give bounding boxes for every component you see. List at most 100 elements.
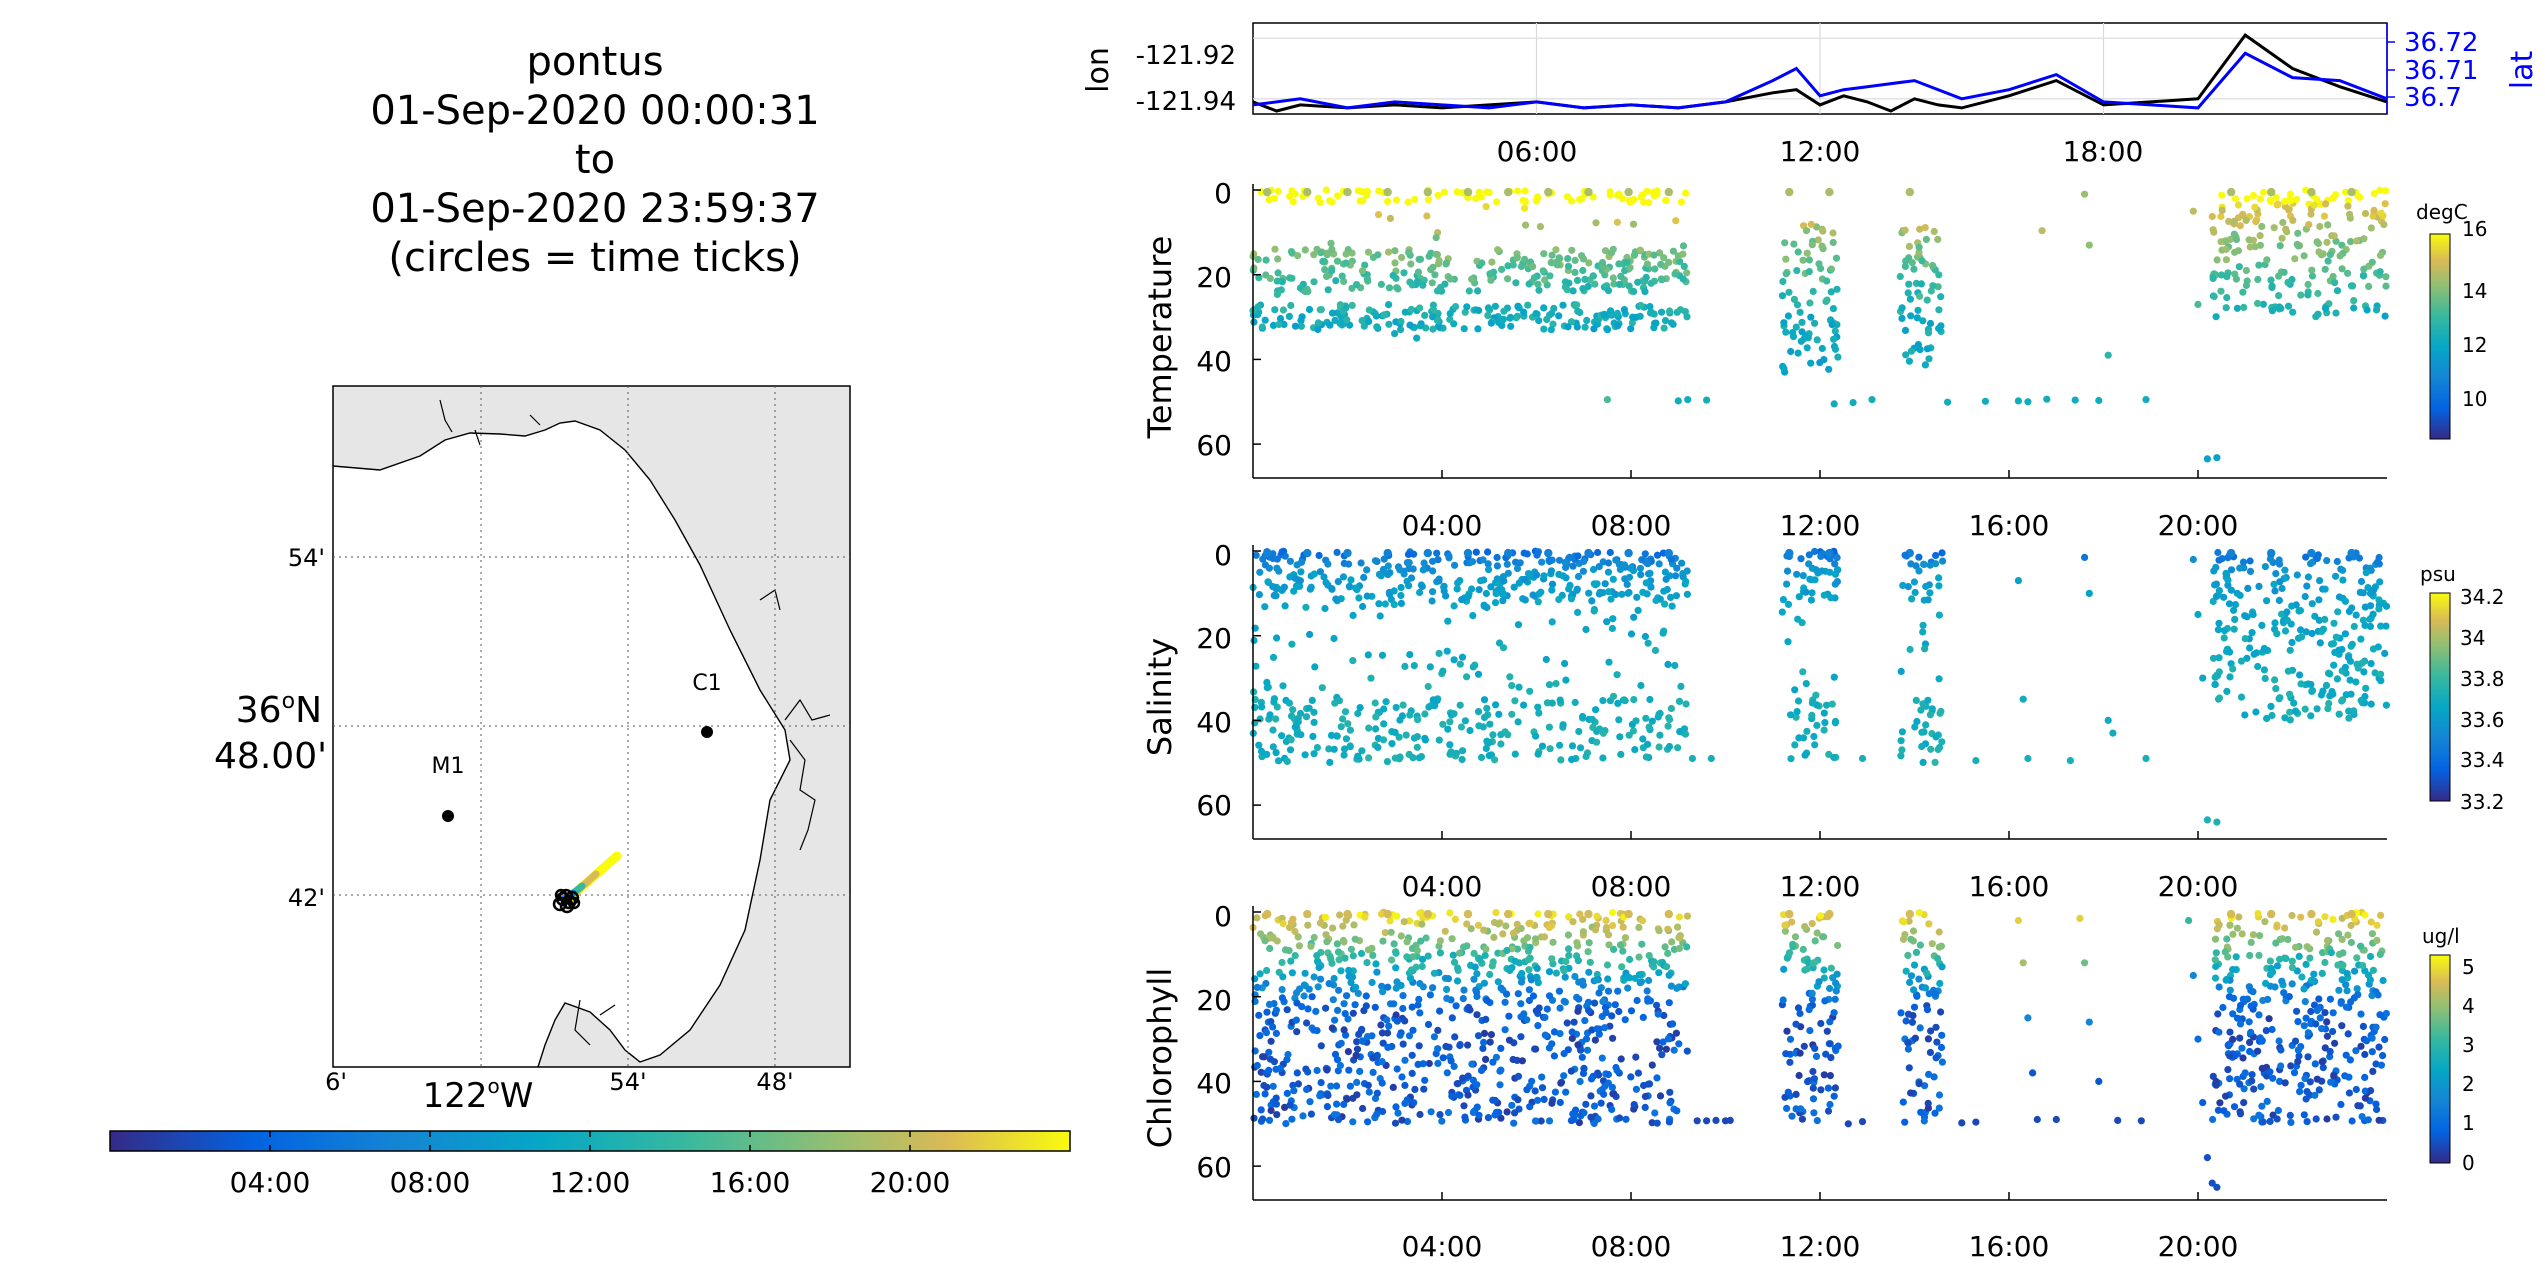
surface-point bbox=[1504, 909, 1513, 919]
title-end-time: 01-Sep-2020 23:59:37 bbox=[370, 186, 820, 232]
data-point bbox=[1571, 972, 1579, 981]
data-point bbox=[2363, 306, 2371, 314]
chlorophyll-points bbox=[1249, 908, 2390, 1191]
data-point bbox=[2220, 1107, 2228, 1115]
position-x-tick-0: 06:00 bbox=[1497, 135, 1578, 168]
data-point bbox=[2302, 553, 2310, 561]
data-point bbox=[1289, 706, 1297, 714]
data-point bbox=[1401, 1081, 1409, 1089]
surface-point bbox=[1584, 548, 1593, 558]
data-point bbox=[1517, 262, 1525, 271]
data-point bbox=[2311, 1091, 2319, 1099]
data-point bbox=[2213, 672, 2222, 680]
data-point bbox=[1530, 274, 1539, 282]
data-point bbox=[2242, 281, 2250, 290]
data-point bbox=[1915, 243, 1923, 251]
data-point bbox=[2250, 1115, 2258, 1123]
data-point bbox=[2307, 976, 2316, 984]
data-point bbox=[1568, 755, 1576, 764]
data-point bbox=[1571, 268, 1579, 276]
data-point bbox=[1552, 258, 1560, 266]
data-point bbox=[1419, 566, 1427, 574]
data-point bbox=[1378, 651, 1387, 659]
data-point bbox=[1299, 1112, 1307, 1120]
data-point bbox=[1461, 717, 1469, 725]
data-point bbox=[1786, 1058, 1794, 1066]
data-point bbox=[1336, 911, 1344, 919]
data-point bbox=[2364, 1116, 2372, 1124]
data-point bbox=[1469, 1108, 1477, 1116]
data-point bbox=[1565, 945, 1573, 953]
data-point bbox=[1617, 272, 1625, 280]
data-point bbox=[1358, 317, 1366, 325]
data-point bbox=[2324, 257, 2332, 265]
data-point bbox=[1787, 755, 1795, 763]
salinity-ytick-3: 60 bbox=[1196, 789, 1232, 822]
data-point bbox=[2258, 1102, 2266, 1110]
data-point bbox=[1787, 711, 1795, 719]
data-point bbox=[1520, 701, 1528, 709]
data-point bbox=[1592, 976, 1600, 984]
chlorophyll-cbar-tick-1: 1 bbox=[2462, 1111, 2475, 1135]
data-point bbox=[1636, 312, 1644, 320]
data-point bbox=[1449, 951, 1457, 959]
surface-point bbox=[1584, 187, 1593, 197]
data-point bbox=[1642, 273, 1650, 281]
data-point bbox=[1797, 337, 1805, 345]
data-point bbox=[1255, 591, 1263, 599]
data-point bbox=[2212, 1077, 2220, 1086]
data-point bbox=[2233, 304, 2241, 312]
salinity-ytick-1: 20 bbox=[1196, 622, 1232, 655]
data-point bbox=[1314, 319, 1322, 327]
data-point bbox=[1899, 935, 1908, 943]
data-point bbox=[2282, 225, 2290, 233]
data-point bbox=[1793, 570, 1801, 578]
data-point bbox=[1295, 985, 1304, 993]
temperature-ytick-0: 0 bbox=[1214, 177, 1232, 210]
data-point bbox=[1518, 1057, 1526, 1065]
data-point bbox=[1638, 556, 1646, 564]
data-point bbox=[1905, 1064, 1913, 1072]
surface-point bbox=[1785, 909, 1794, 919]
data-point bbox=[1898, 746, 1906, 754]
data-point bbox=[2266, 1117, 2274, 1125]
data-point bbox=[1972, 1118, 1980, 1126]
data-point bbox=[1599, 998, 1607, 1006]
data-point bbox=[1373, 323, 1381, 331]
data-point bbox=[2329, 1009, 2337, 1017]
data-point bbox=[1343, 316, 1351, 324]
data-point bbox=[2302, 960, 2310, 969]
data-point bbox=[1522, 221, 1530, 229]
data-point bbox=[1416, 322, 1424, 330]
data-point bbox=[1666, 715, 1674, 724]
data-point bbox=[2308, 600, 2316, 608]
data-point bbox=[1484, 548, 1492, 556]
data-point bbox=[1403, 953, 1411, 961]
data-point bbox=[1453, 585, 1461, 593]
surface-point bbox=[1423, 187, 1433, 197]
data-point bbox=[2369, 966, 2377, 974]
data-point bbox=[1503, 990, 1511, 998]
surface-point bbox=[1463, 909, 1473, 919]
data-point bbox=[2366, 622, 2374, 631]
data-point bbox=[1818, 567, 1826, 575]
data-point bbox=[1491, 599, 1500, 607]
data-point bbox=[1291, 574, 1299, 582]
data-point bbox=[1545, 1117, 1554, 1125]
station-m1-marker bbox=[442, 810, 454, 822]
data-point bbox=[2341, 597, 2349, 605]
data-point bbox=[1301, 287, 1309, 296]
data-point bbox=[2194, 300, 2202, 308]
data-point bbox=[2224, 576, 2232, 584]
data-point bbox=[1333, 732, 1341, 740]
data-point bbox=[2270, 580, 2278, 588]
data-point bbox=[1626, 955, 1634, 964]
data-point bbox=[2267, 276, 2275, 284]
data-point bbox=[1582, 1035, 1591, 1043]
data-point bbox=[1285, 947, 1293, 955]
data-point bbox=[1926, 589, 1934, 597]
data-point bbox=[2368, 992, 2376, 1000]
data-point bbox=[2285, 196, 2293, 205]
data-point bbox=[1574, 1007, 1582, 1015]
data-point bbox=[1623, 258, 1631, 266]
